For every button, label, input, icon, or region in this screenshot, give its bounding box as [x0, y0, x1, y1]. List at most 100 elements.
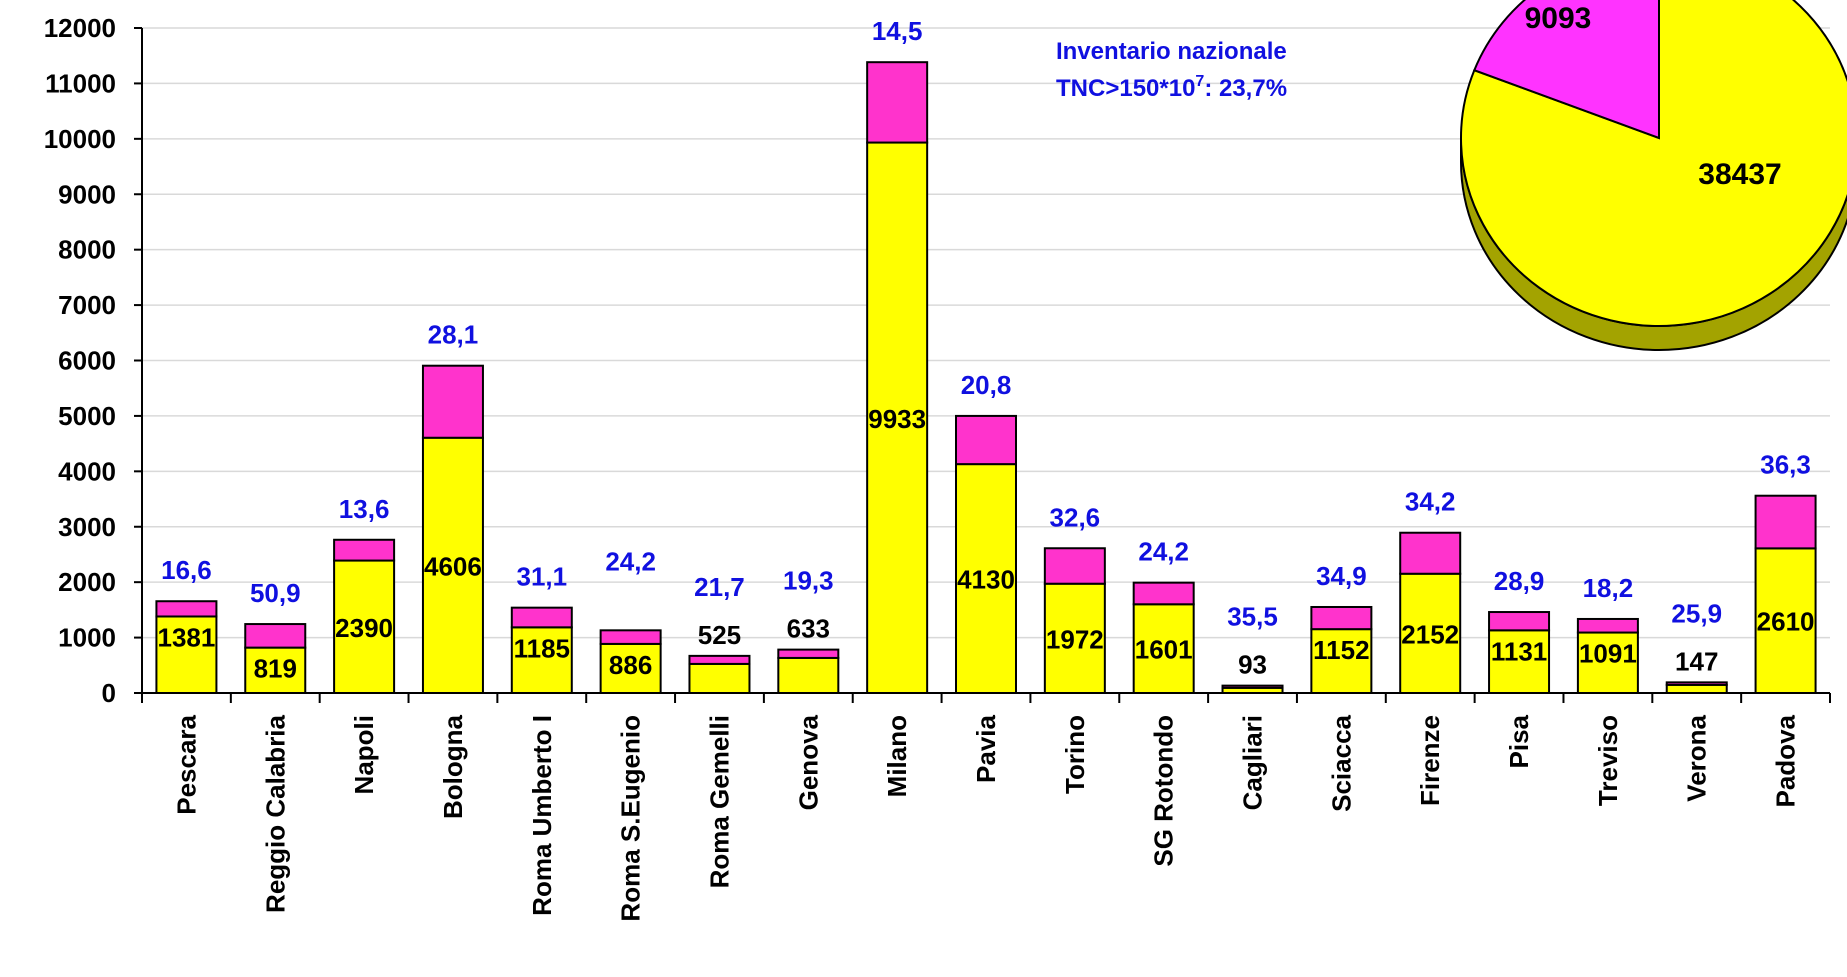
- pie-slice-low: [1460, 0, 1847, 327]
- percent-label: 31,1: [516, 562, 567, 592]
- percent-label: 34,2: [1405, 487, 1456, 517]
- segment-value-label: 4130: [957, 565, 1015, 595]
- segment-value-label: 1185: [514, 633, 570, 663]
- percent-label: 16,6: [161, 555, 212, 585]
- percent-label: 21,7: [694, 572, 745, 602]
- bar-segment-low: [1399, 572, 1462, 695]
- y-tick-label: 3000: [58, 512, 116, 542]
- bar-segment-high: [1132, 581, 1195, 606]
- percent-label: 28,9: [1494, 566, 1545, 596]
- y-tick-label: 6000: [58, 346, 116, 376]
- percent-label: 36,3: [1760, 450, 1811, 480]
- bar-segment-high: [333, 538, 396, 562]
- y-tick-label: 4000: [58, 456, 116, 486]
- y-tick-label: 0: [102, 678, 116, 708]
- x-tick-label: Pavia: [971, 714, 1001, 782]
- segment-value-label: 819: [254, 654, 297, 684]
- bar-segment-low: [866, 141, 929, 694]
- percent-label: 14,5: [872, 16, 923, 46]
- bar-segment-low: [155, 615, 218, 695]
- x-tick-label: Genova: [793, 714, 823, 810]
- bar-segment-low: [1754, 547, 1817, 694]
- segment-value-label: 2610: [1757, 607, 1815, 637]
- bar-segment-high: [1310, 605, 1373, 631]
- pie-label-high: 9093: [1525, 2, 1592, 35]
- x-tick-label: Treviso: [1593, 715, 1623, 806]
- bar-segment-high: [599, 629, 662, 645]
- percent-label: 20,8: [961, 370, 1012, 400]
- bar-segment-low: [1665, 683, 1728, 695]
- y-tick-label: 2000: [58, 567, 116, 597]
- y-tick-label: 8000: [58, 235, 116, 265]
- percent-label: 25,9: [1671, 598, 1722, 628]
- percent-label: 35,5: [1227, 602, 1278, 632]
- y-tick-label: 10000: [44, 124, 116, 154]
- percent-label: 34,9: [1316, 561, 1367, 591]
- pie-chart: 9093 38437: [1460, 0, 1847, 351]
- segment-value-label: 2152: [1401, 619, 1459, 649]
- data-labels: 1381 16,6 819 50,9 2390 13,6 4606 28,1 1185 31,1 8…: [157, 16, 1814, 683]
- bar-segment-high: [1576, 617, 1639, 634]
- annotation-line-1: Inventario nazionale: [1056, 38, 1287, 65]
- annotation-line-2-pre: TNC>150*10: [1056, 75, 1195, 102]
- percent-label: 24,2: [605, 546, 656, 576]
- segment-value-label: 1972: [1046, 624, 1104, 654]
- y-tick-label: 7000: [58, 290, 116, 320]
- bar-segment-high: [1754, 494, 1817, 550]
- y-tick-label: 5000: [58, 401, 116, 431]
- x-tick-labels: Pescara Reggio Calabria Napoli Bologna Roma …: [171, 714, 1800, 921]
- x-tick-label: SG Rotondo: [1149, 715, 1179, 867]
- x-tick-label: Torino: [1060, 715, 1090, 794]
- bar-segment-low: [1043, 582, 1106, 694]
- y-tick-label: 12000: [44, 13, 116, 43]
- x-tick-label: Sciacca: [1326, 714, 1356, 811]
- segment-value-label: 1601: [1135, 635, 1193, 665]
- bar-segment-low: [1132, 603, 1195, 694]
- percent-label: 24,2: [1138, 537, 1189, 567]
- segment-value-label: 4606: [424, 551, 482, 581]
- annotation-line-2-sup: 7: [1195, 73, 1204, 90]
- y-tick-label: 1000: [58, 623, 116, 653]
- x-tick-label: Roma Gemelli: [704, 715, 734, 888]
- pie-label-low: 38437: [1698, 158, 1781, 191]
- x-tick-label: Roma S.Eugenio: [616, 715, 646, 922]
- percent-label: 50,9: [250, 578, 301, 608]
- segment-value-label: 1091: [1579, 639, 1637, 669]
- annotation-line-2: TNC>150*107: 23,7%: [1056, 73, 1287, 102]
- bar-segment-high: [421, 364, 484, 439]
- segment-value-label: 9933: [868, 404, 926, 434]
- x-tick-label: Bologna: [438, 714, 468, 819]
- bar-segment-high: [777, 648, 840, 659]
- bar-segment-high: [1399, 531, 1462, 575]
- segment-value-label: 525: [698, 620, 741, 650]
- y-tick-label: 11000: [45, 68, 116, 98]
- bar-segment-low: [1576, 631, 1639, 694]
- bar-segment-high: [1665, 681, 1728, 686]
- x-tick-label: Verona: [1682, 714, 1712, 801]
- x-tick-label: Napoli: [349, 715, 379, 794]
- segment-value-label: 93: [1238, 650, 1267, 680]
- x-tick-label: Milano: [882, 715, 912, 797]
- percent-label: 28,1: [428, 320, 479, 350]
- segment-value-label: 633: [787, 614, 830, 644]
- x-tick-label: Reggio Calabria: [260, 714, 290, 912]
- bar-segment-low: [1310, 628, 1373, 694]
- y-tick-labels: 0 1000 2000 3000 4000 5000 6000 7000 8000 9000 100…: [44, 13, 116, 708]
- pie-slice-high: [1472, 0, 1660, 140]
- x-tick-label: Cagliari: [1238, 715, 1268, 810]
- bar-segment-high: [1221, 684, 1284, 689]
- bar-segment-high: [155, 600, 218, 618]
- annotation-line-2-post: : 23,7%: [1204, 75, 1287, 102]
- segment-value-label: 1381: [157, 622, 215, 652]
- bar-segment-low: [688, 662, 751, 694]
- percent-label: 19,3: [783, 566, 834, 596]
- percent-label: 13,6: [339, 494, 390, 524]
- bar-segment-high: [1043, 547, 1106, 585]
- segment-value-label: 1131: [1491, 636, 1547, 666]
- segment-value-label: 1152: [1313, 635, 1369, 665]
- bar-segment-high: [510, 606, 573, 629]
- x-tick-label: Roma Umberto I: [527, 715, 557, 916]
- axes: [134, 27, 1831, 703]
- segment-value-label: 147: [1675, 646, 1718, 676]
